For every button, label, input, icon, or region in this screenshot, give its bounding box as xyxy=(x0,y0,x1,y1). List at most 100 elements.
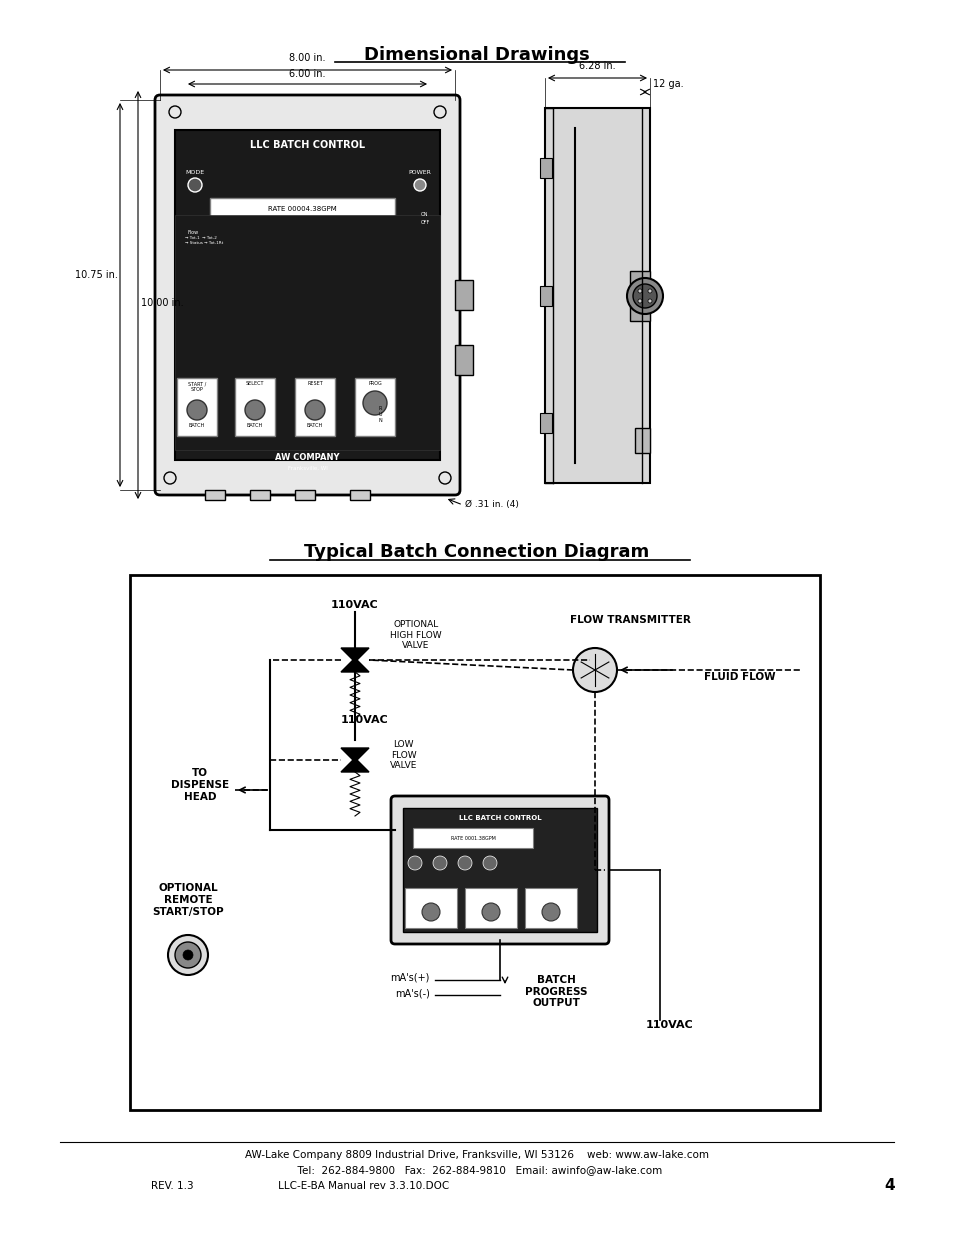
Text: mA's(+): mA's(+) xyxy=(390,973,430,983)
Bar xyxy=(539,158,552,178)
Circle shape xyxy=(408,856,421,869)
Circle shape xyxy=(638,289,641,293)
Circle shape xyxy=(245,222,254,232)
Text: BATCH: BATCH xyxy=(247,424,263,429)
Text: RATE 0001.38GPM: RATE 0001.38GPM xyxy=(450,836,495,841)
Text: PROG: PROG xyxy=(368,382,381,387)
Bar xyxy=(629,270,649,321)
Text: → Tot-1  → Tot-2: → Tot-1 → Tot-2 xyxy=(185,236,216,240)
Text: LLC BATCH CONTROL: LLC BATCH CONTROL xyxy=(250,140,365,149)
Circle shape xyxy=(573,648,617,692)
Circle shape xyxy=(305,400,325,420)
Text: RATE 00004.38GPM: RATE 00004.38GPM xyxy=(268,206,336,212)
Circle shape xyxy=(482,856,497,869)
Circle shape xyxy=(481,903,499,921)
Text: R
U
N: R U N xyxy=(377,406,381,424)
Text: LLC BATCH CONTROL: LLC BATCH CONTROL xyxy=(458,815,540,821)
Text: FLUID FLOW: FLUID FLOW xyxy=(703,672,775,682)
Circle shape xyxy=(438,472,451,484)
Bar xyxy=(539,287,552,306)
Bar xyxy=(130,576,820,1110)
Circle shape xyxy=(647,299,651,303)
Circle shape xyxy=(457,856,472,869)
Bar xyxy=(455,345,473,375)
Circle shape xyxy=(188,178,202,191)
Text: BATCH
PROGRESS
OUTPUT: BATCH PROGRESS OUTPUT xyxy=(524,974,587,1008)
Text: FLOW TRANSMITTER: FLOW TRANSMITTER xyxy=(569,615,690,625)
Circle shape xyxy=(265,222,274,232)
Circle shape xyxy=(164,472,175,484)
Text: 10.00 in.: 10.00 in. xyxy=(141,298,183,308)
Text: RESET: RESET xyxy=(307,382,322,387)
Text: 8.00 in.: 8.00 in. xyxy=(289,53,325,63)
Bar xyxy=(174,215,439,450)
Circle shape xyxy=(638,299,641,303)
Bar xyxy=(294,490,314,500)
Bar xyxy=(544,107,649,483)
Text: 110VAC: 110VAC xyxy=(341,715,389,725)
Circle shape xyxy=(433,856,447,869)
Bar xyxy=(413,827,533,848)
Circle shape xyxy=(541,903,559,921)
Text: Flow: Flow xyxy=(188,230,199,235)
Text: 4: 4 xyxy=(883,1178,894,1193)
Polygon shape xyxy=(340,748,369,762)
Text: Dimensional Drawings: Dimensional Drawings xyxy=(364,46,589,64)
Bar xyxy=(355,378,395,436)
Bar xyxy=(539,412,552,433)
Text: Typical Batch Connection Diagram: Typical Batch Connection Diagram xyxy=(304,543,649,561)
Bar xyxy=(250,490,270,500)
Bar xyxy=(234,378,274,436)
Circle shape xyxy=(168,935,208,974)
Circle shape xyxy=(187,400,207,420)
Text: 12 ga.: 12 ga. xyxy=(652,79,683,89)
Circle shape xyxy=(647,289,651,293)
Bar xyxy=(177,378,216,436)
Circle shape xyxy=(174,942,201,968)
Text: MODE: MODE xyxy=(185,170,204,175)
Text: BATCH: BATCH xyxy=(189,424,205,429)
FancyBboxPatch shape xyxy=(154,95,459,495)
Circle shape xyxy=(245,400,265,420)
Circle shape xyxy=(633,284,657,308)
Text: 6.28 in.: 6.28 in. xyxy=(578,61,616,70)
Circle shape xyxy=(626,278,662,314)
Circle shape xyxy=(169,106,181,119)
Circle shape xyxy=(183,950,193,960)
Text: BATCH: BATCH xyxy=(307,424,323,429)
Circle shape xyxy=(414,179,426,191)
Polygon shape xyxy=(340,758,369,772)
Text: ON: ON xyxy=(421,212,428,217)
Circle shape xyxy=(434,106,446,119)
Text: SELECT: SELECT xyxy=(246,382,264,387)
Circle shape xyxy=(421,903,439,921)
Text: REV. 1.3                          LLC-E-BA Manual rev 3.3.10.DOC: REV. 1.3 LLC-E-BA Manual rev 3.3.10.DOC xyxy=(151,1181,449,1191)
Text: → Status → Tot-1Rt: → Status → Tot-1Rt xyxy=(185,241,223,245)
Text: LOW
FLOW
VALVE: LOW FLOW VALVE xyxy=(390,740,416,769)
Bar xyxy=(524,888,577,927)
Text: AW COMPANY: AW COMPANY xyxy=(275,453,339,462)
Bar xyxy=(210,198,395,220)
Text: OPTIONAL
HIGH FLOW
VALVE: OPTIONAL HIGH FLOW VALVE xyxy=(390,620,441,650)
Text: mA's(-): mA's(-) xyxy=(395,988,430,998)
Bar xyxy=(635,429,649,453)
Text: 110VAC: 110VAC xyxy=(645,1020,693,1030)
Text: Franksville, WI: Franksville, WI xyxy=(287,466,327,471)
Bar xyxy=(402,808,597,932)
Text: OPTIONAL
REMOTE
START/STOP: OPTIONAL REMOTE START/STOP xyxy=(152,883,224,916)
Bar xyxy=(205,490,225,500)
Bar xyxy=(455,280,473,310)
Text: Ø .31 in. (4): Ø .31 in. (4) xyxy=(464,500,518,510)
Polygon shape xyxy=(340,658,369,672)
Text: OFF: OFF xyxy=(420,221,429,226)
Circle shape xyxy=(225,222,234,232)
Bar xyxy=(174,130,439,459)
Bar xyxy=(350,490,370,500)
FancyBboxPatch shape xyxy=(391,797,608,944)
Bar xyxy=(464,888,517,927)
Bar xyxy=(405,888,456,927)
Text: Tel:  262-884-9800   Fax:  262-884-9810   Email: awinfo@aw-lake.com: Tel: 262-884-9800 Fax: 262-884-9810 Emai… xyxy=(291,1165,662,1174)
Text: TO
DISPENSE
HEAD: TO DISPENSE HEAD xyxy=(171,768,229,802)
Text: 110VAC: 110VAC xyxy=(331,600,378,610)
Polygon shape xyxy=(340,648,369,662)
